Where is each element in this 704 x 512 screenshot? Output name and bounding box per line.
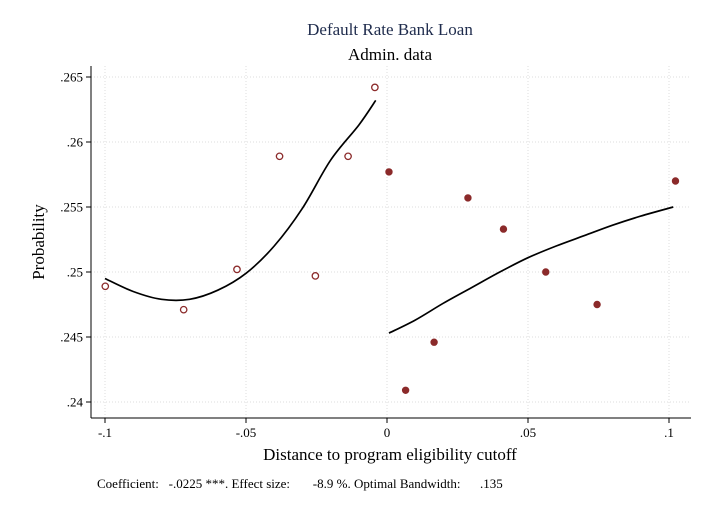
x-tick-label: .1 [664,425,674,440]
data-point-right [542,268,550,276]
y-tick-label: .255 [60,200,83,215]
data-point-left [233,265,241,274]
data-point-right [430,338,438,346]
chart-subtitle: Admin. data [348,45,432,64]
x-tick-label: -.1 [98,425,112,440]
y-tick-label: .265 [60,70,83,85]
data-points [101,83,680,394]
fit-line-right [388,206,674,334]
data-point-right [401,386,410,394]
data-point-right [671,177,680,185]
data-point-right [385,168,393,176]
x-axis-title: Distance to program eligibility cutoff [263,445,517,464]
data-point-right [593,300,601,309]
data-point-left [179,305,188,314]
y-tick-label: .25 [67,265,83,280]
data-point-left [311,272,320,280]
coefficient-label: Coefficient: [97,476,159,491]
y-tick-label: .24 [67,395,84,410]
data-point-left [275,152,284,161]
coefficient-value: -.0225 ***. [168,476,229,491]
data-point-right [499,225,508,233]
effect-size-label: Effect size: [231,476,291,491]
footnote: Coefficient: -.0225 ***. Effect size: -8… [97,476,503,492]
data-point-left [344,152,352,161]
y-axis-ticks: .24 .245 .25 .255 .26 .265 [60,70,91,410]
x-tick-label: 0 [384,425,391,440]
chart-title: Default Rate Bank Loan [307,20,473,39]
x-axis-ticks: -.1 -.05 0 .05 .1 [98,418,674,440]
grid [91,66,691,418]
bandwidth-value: .135 [480,476,503,491]
y-axis-title: Probability [29,204,48,280]
y-tick-label: .245 [60,330,83,345]
x-tick-label: -.05 [236,425,257,440]
effect-size-value: -8.9 %. [312,476,351,491]
bandwidth-label: Optimal Bandwidth: [353,476,461,491]
fit-line-left [104,99,377,302]
y-tick-label: .26 [67,135,84,150]
data-point-left [101,282,110,291]
data-point-right [464,194,472,202]
data-point-left [371,83,379,92]
x-tick-label: .05 [520,425,536,440]
fit-lines [104,99,674,334]
